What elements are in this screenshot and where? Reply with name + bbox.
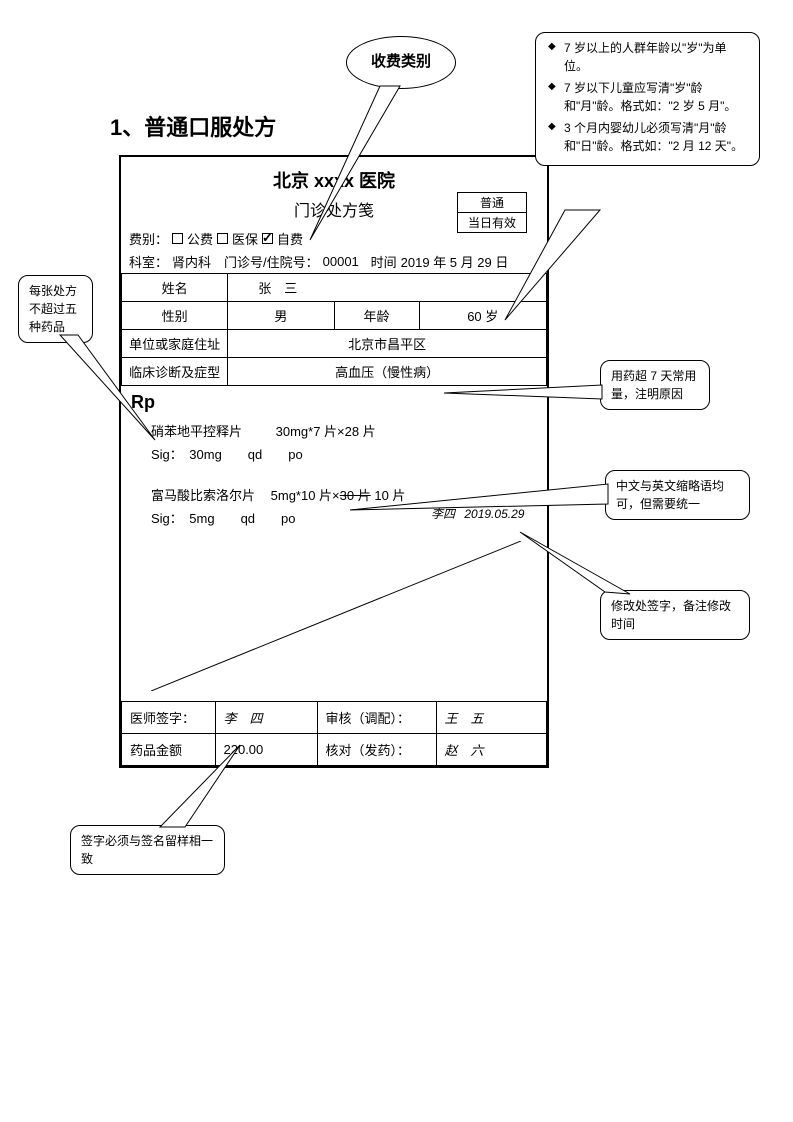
diagonal-line [151, 541, 521, 691]
age-rule-2: 7 岁以下儿童应写清"岁"龄和"月"龄。格式如："2 岁 5 月"。 [564, 79, 749, 115]
check-label: 核对（发药）： [317, 734, 436, 766]
checkbox-yibao [217, 233, 228, 244]
rp-section: Rp [121, 386, 547, 417]
callout-mod-sign: 修改处签字，备注修改时间 [600, 590, 750, 640]
drug1-name: 硝苯地平控释片 [151, 424, 242, 439]
sex-label: 性别 [122, 302, 228, 330]
review-label: 审核（调配）： [317, 702, 436, 734]
diag-value: 高血压（慢性病） [228, 358, 547, 386]
age-rules-list: 7 岁以上的人群年龄以"岁"为单位。 7 岁以下儿童应写清"岁"龄和"月"龄。格… [546, 39, 749, 155]
addr-label: 单位或家庭住址 [122, 330, 228, 358]
modification-signature: 李四 2019.05.29 [431, 505, 524, 522]
callout-over7days: 用药超 7 天常用量，注明原因 [600, 360, 710, 410]
checkbox-gongfei [172, 233, 183, 244]
num-value: 00001 [323, 254, 367, 269]
drug-area: 硝苯地平控释片 30mg*7 片×28 片 Sig： 30mg qd po 富马… [121, 421, 547, 701]
doctor-sign-value: 李 四 [215, 702, 317, 734]
drug2-line: 富马酸比索洛尔片 5mg*10 片×30 片 10 片 [151, 485, 527, 504]
dept-row: 科室： 肾内科 门诊号/住院号： 00001 时间 2019 年 5 月 29 … [121, 250, 547, 273]
prescription-type: 普通 [458, 193, 526, 213]
check-value: 赵 六 [436, 734, 547, 766]
addr-value: 北京市昌平区 [228, 330, 547, 358]
diag-label: 临床诊断及症型 [122, 358, 228, 386]
amount-value: 220.00 [215, 734, 317, 766]
mod-sign-date: 2019.05.29 [464, 507, 524, 521]
drug2-spec-b: 10 片 [371, 488, 406, 503]
patient-info-table: 姓名 张 三 性别 男 年龄 60 岁 单位或家庭住址 北京市昌平区 临床诊断及… [121, 273, 547, 386]
num-label: 门诊号/住院号： [224, 252, 319, 271]
callout-lang-note: 中文与英文缩略语均可，但需要统一 [605, 470, 750, 520]
section-title: 1、普通口服处方 [110, 110, 276, 142]
drug1-line: 硝苯地平控释片 30mg*7 片×28 片 [151, 421, 527, 440]
validity-box: 普通 当日有效 [457, 192, 527, 233]
rp-label: Rp [131, 392, 155, 412]
age-rule-1: 7 岁以上的人群年龄以"岁"为单位。 [564, 39, 749, 75]
drug2-spec-a: 5mg*10 片× [271, 488, 340, 503]
callout-sign-match: 签字必须与签名留样相一致 [70, 825, 225, 875]
prescription-form: 北京 xxxx 医院 门诊处方笺 普通 当日有效 费别： 公费 医保 自费 科室… [119, 155, 549, 768]
review-value: 王 五 [436, 702, 547, 734]
drug2-name: 富马酸比索洛尔片 [151, 488, 255, 503]
drug2-spec-strike: 30 片 [340, 488, 371, 503]
age-label: 年龄 [334, 302, 419, 330]
name-label: 姓名 [122, 274, 228, 302]
fee-label: 费别： [129, 229, 168, 248]
opt-gongfei: 公费 [187, 229, 213, 248]
time-value: 2019 年 5 月 29 日 [401, 252, 509, 271]
callout-max-drugs: 每张处方不超过五种药品 [18, 275, 93, 343]
sex-value: 男 [228, 302, 334, 330]
checkbox-zifei [262, 233, 273, 244]
drug1-spec: 30mg*7 片×28 片 [276, 424, 376, 439]
dept-name: 肾内科 [172, 252, 220, 271]
opt-yibao: 医保 [232, 229, 258, 248]
mod-sign-name: 李四 [431, 507, 455, 521]
time-label: 时间 [371, 252, 397, 271]
opt-zifei: 自费 [277, 229, 303, 248]
validity-text: 当日有效 [458, 213, 526, 232]
callout-age-rules: 7 岁以上的人群年龄以"岁"为单位。 7 岁以下儿童应写清"岁"龄和"月"龄。格… [535, 32, 760, 166]
age-value: 60 岁 [419, 302, 547, 330]
amount-label: 药品金额 [122, 734, 216, 766]
callout-fee-type: 收费类别 [346, 36, 456, 89]
age-rule-3: 3 个月内婴幼儿必须写清"月"龄和"日"龄。格式如："2 月 12 天"。 [564, 119, 749, 155]
doctor-sign-label: 医师签字： [122, 702, 216, 734]
dept-label: 科室： [129, 252, 168, 271]
signature-table: 医师签字： 李 四 审核（调配）： 王 五 药品金额 220.00 核对（发药）… [121, 701, 547, 766]
drug1-sig: Sig： 30mg qd po [151, 444, 527, 463]
hospital-name: 北京 xxxx 医院 [121, 157, 547, 197]
name-value: 张 三 [228, 274, 547, 302]
